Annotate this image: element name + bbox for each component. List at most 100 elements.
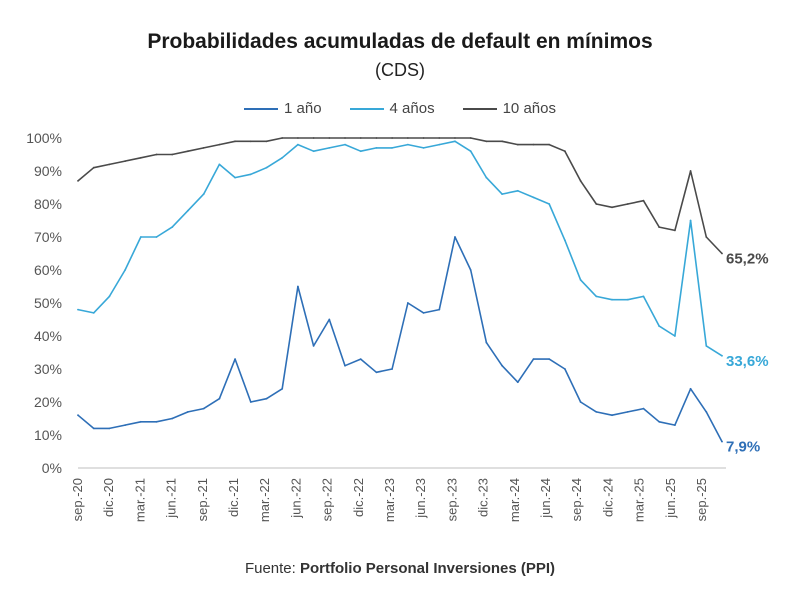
data-point-10-anos <box>265 140 268 143</box>
data-point-4-anos <box>611 298 613 301</box>
data-point-4-anos <box>359 150 362 153</box>
data-point-10-anos <box>454 137 456 139</box>
data-point-4-anos <box>265 166 268 169</box>
data-point-1-ano <box>171 417 174 420</box>
data-point-10-anos <box>202 147 205 149</box>
data-point-1-ano <box>485 341 488 344</box>
x-tick-label: mar.-25 <box>632 478 647 522</box>
x-tick-label: jun.-24 <box>538 478 553 519</box>
data-point-1-ano <box>642 407 645 410</box>
data-point-1-ano <box>281 387 284 390</box>
data-point-4-anos <box>312 150 315 153</box>
data-point-1-ano <box>579 401 582 403</box>
data-point-1-ano <box>202 407 205 410</box>
data-point-4-anos <box>658 325 661 327</box>
data-point-10-anos <box>626 203 629 205</box>
data-point-4-anos <box>171 226 174 228</box>
data-point-4-anos <box>108 295 111 298</box>
data-point-10-anos <box>391 137 394 139</box>
data-point-10-anos <box>344 137 346 139</box>
end-value-label: 65,2% <box>726 251 769 268</box>
data-point-1-ano <box>454 236 456 238</box>
data-point-1-ano <box>375 371 378 374</box>
y-tick-label: 80% <box>34 196 62 212</box>
data-point-1-ano <box>438 308 441 311</box>
chart-legend: 1 año 4 años 10 años <box>0 100 800 117</box>
legend-item-10-anos: 10 años <box>462 100 556 117</box>
data-point-10-anos <box>155 153 158 156</box>
data-point-10-anos <box>658 226 661 228</box>
data-point-4-anos <box>234 176 236 179</box>
data-point-10-anos <box>689 170 692 172</box>
data-point-4-anos <box>564 239 566 242</box>
source-prefix: Fuente: <box>244 560 296 577</box>
data-point-1-ano <box>501 364 503 367</box>
data-point-1-ano <box>312 345 315 347</box>
data-point-10-anos <box>532 143 535 146</box>
data-point-10-anos <box>359 137 362 139</box>
data-point-10-anos <box>92 166 95 169</box>
data-point-4-anos <box>438 143 441 146</box>
data-point-4-anos <box>673 335 676 337</box>
data-point-4-anos <box>485 176 488 179</box>
data-point-1-ano <box>359 358 362 360</box>
data-point-4-anos <box>689 219 692 222</box>
data-point-1-ano <box>673 424 676 426</box>
x-tick-label: jun.-23 <box>413 478 428 519</box>
data-point-4-anos <box>155 236 158 238</box>
data-point-1-ano <box>234 358 236 360</box>
x-tick-label: sep.-25 <box>694 478 709 521</box>
data-point-4-anos <box>626 298 629 301</box>
y-tick-label: 40% <box>34 328 62 344</box>
data-point-4-anos <box>422 147 425 149</box>
data-point-10-anos <box>108 163 111 166</box>
chart-subtitle: (CDS) <box>375 60 425 80</box>
data-point-1-ano <box>265 397 268 400</box>
data-point-4-anos <box>344 143 346 146</box>
data-point-1-ano <box>218 397 221 400</box>
legend-label-10-anos: 10 años <box>502 100 556 117</box>
x-tick-label: mar.-23 <box>382 478 397 522</box>
data-point-1-ano <box>721 440 723 443</box>
data-point-1-ano <box>564 368 566 370</box>
x-tick-label: dic.-22 <box>351 478 366 517</box>
y-tick-label: 70% <box>34 229 62 245</box>
data-point-1-ano <box>422 312 425 314</box>
series-line-10-anos <box>77 137 723 255</box>
data-point-1-ano <box>658 420 661 423</box>
data-point-4-anos <box>548 203 551 205</box>
data-point-1-ano <box>516 381 519 384</box>
data-point-4-anos <box>406 143 409 146</box>
data-point-1-ano <box>297 285 299 288</box>
data-point-10-anos <box>281 137 284 139</box>
data-point-1-ano <box>108 427 111 430</box>
data-point-10-anos <box>438 137 441 139</box>
series-line-1-ano <box>77 236 723 442</box>
source-name: Portfolio Personal Inversiones (PPI) <box>299 560 556 577</box>
legend-item-4-anos: 4 años <box>349 100 435 117</box>
data-point-1-ano <box>155 420 158 423</box>
data-point-1-ano <box>328 318 331 321</box>
data-point-4-anos <box>516 189 519 192</box>
data-point-1-ano <box>77 414 79 417</box>
data-point-4-anos <box>501 193 503 195</box>
x-tick-label: sep.-20 <box>70 478 85 521</box>
data-point-10-anos <box>218 143 221 146</box>
data-point-1-ano <box>595 411 598 413</box>
data-point-10-anos <box>422 137 425 139</box>
data-point-1-ano <box>124 424 127 426</box>
y-tick-label: 10% <box>34 427 62 443</box>
data-point-10-anos <box>611 206 613 209</box>
data-point-4-anos <box>328 147 331 149</box>
data-point-4-anos <box>642 295 645 298</box>
data-point-4-anos <box>281 156 284 159</box>
x-tick-label: sep.-22 <box>320 478 335 521</box>
data-point-1-ano <box>611 414 613 417</box>
data-point-10-anos <box>501 140 503 143</box>
data-point-10-anos <box>77 180 79 182</box>
legend-label-1-ano: 1 año <box>284 100 322 117</box>
x-tick-label: sep.-21 <box>195 478 210 521</box>
data-point-10-anos <box>485 140 488 143</box>
x-tick-label: mar.-22 <box>257 478 272 522</box>
data-point-4-anos <box>77 308 79 311</box>
